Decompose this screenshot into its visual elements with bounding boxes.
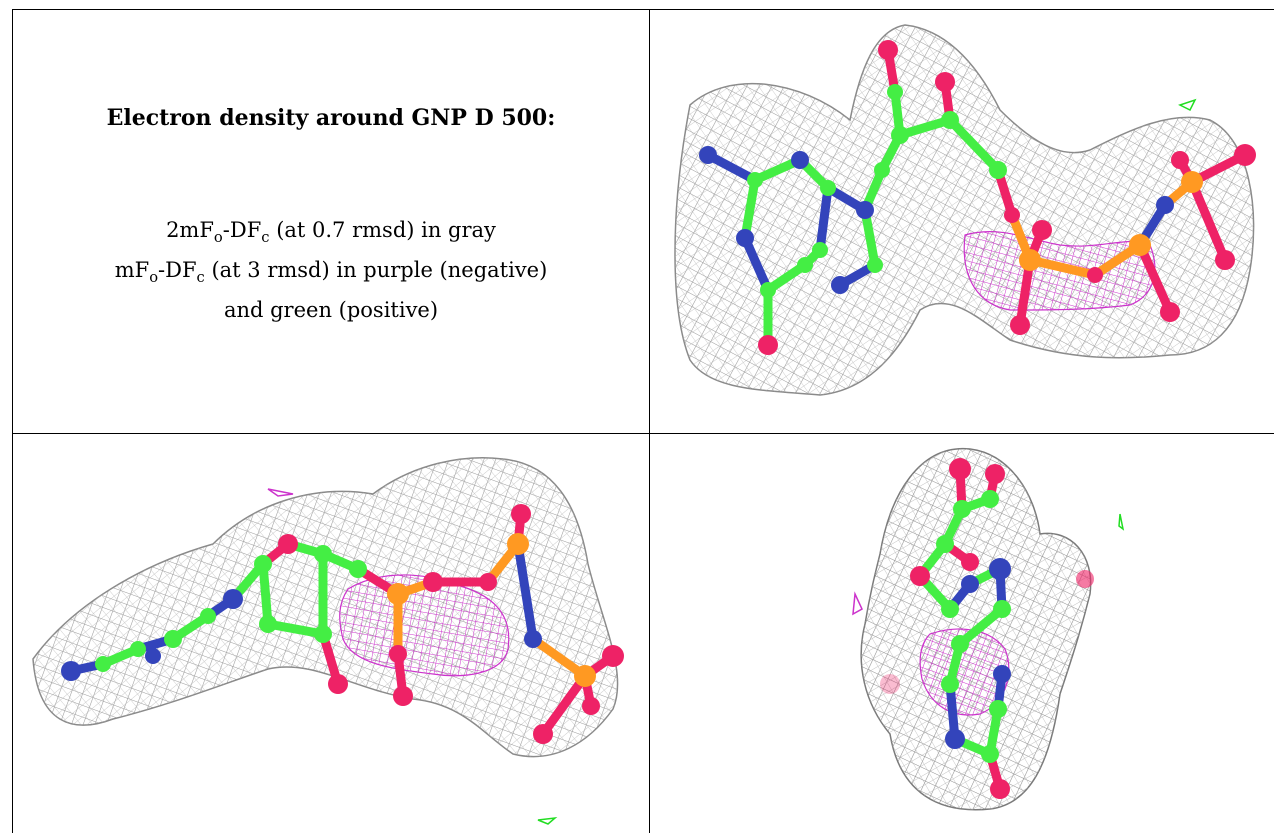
atoms <box>61 504 624 744</box>
green-density-mesh <box>1178 98 1197 112</box>
view-bottom-right <box>650 434 1274 833</box>
legend-line-gray: 2mFo-DFc (at 0.7 rmsd) in gray <box>166 218 496 247</box>
green-density-mesh <box>537 816 558 825</box>
grid-middle-border <box>12 433 1274 434</box>
grid-top-border <box>12 9 1274 10</box>
purple-density-mesh <box>852 591 1010 716</box>
caption: Electron density around GNP D 500: 2mFo-… <box>13 10 649 433</box>
density-view-bottom-left <box>32 457 624 825</box>
view-bottom-left <box>13 434 649 833</box>
caption-title: Electron density around GNP D 500: <box>106 105 556 131</box>
density-view-bottom-right <box>852 448 1125 811</box>
density-view-top-right <box>674 24 1256 396</box>
view-top-right <box>650 10 1274 433</box>
grid-left-border <box>12 9 13 833</box>
atoms <box>880 458 1094 799</box>
legend-line-purple: mFo-DFc (at 3 rmsd) in purple (negative) <box>114 258 548 287</box>
caption-legend: 2mFo-DFc (at 0.7 rmsd) in gray mFo-DFc (… <box>13 214 649 327</box>
atoms <box>699 40 1256 355</box>
grid-center-border <box>649 9 650 833</box>
green-density-mesh <box>1118 513 1125 531</box>
legend-line-green: and green (positive) <box>223 298 439 323</box>
caption-panel: Electron density around GNP D 500: 2mFo-… <box>13 10 649 433</box>
